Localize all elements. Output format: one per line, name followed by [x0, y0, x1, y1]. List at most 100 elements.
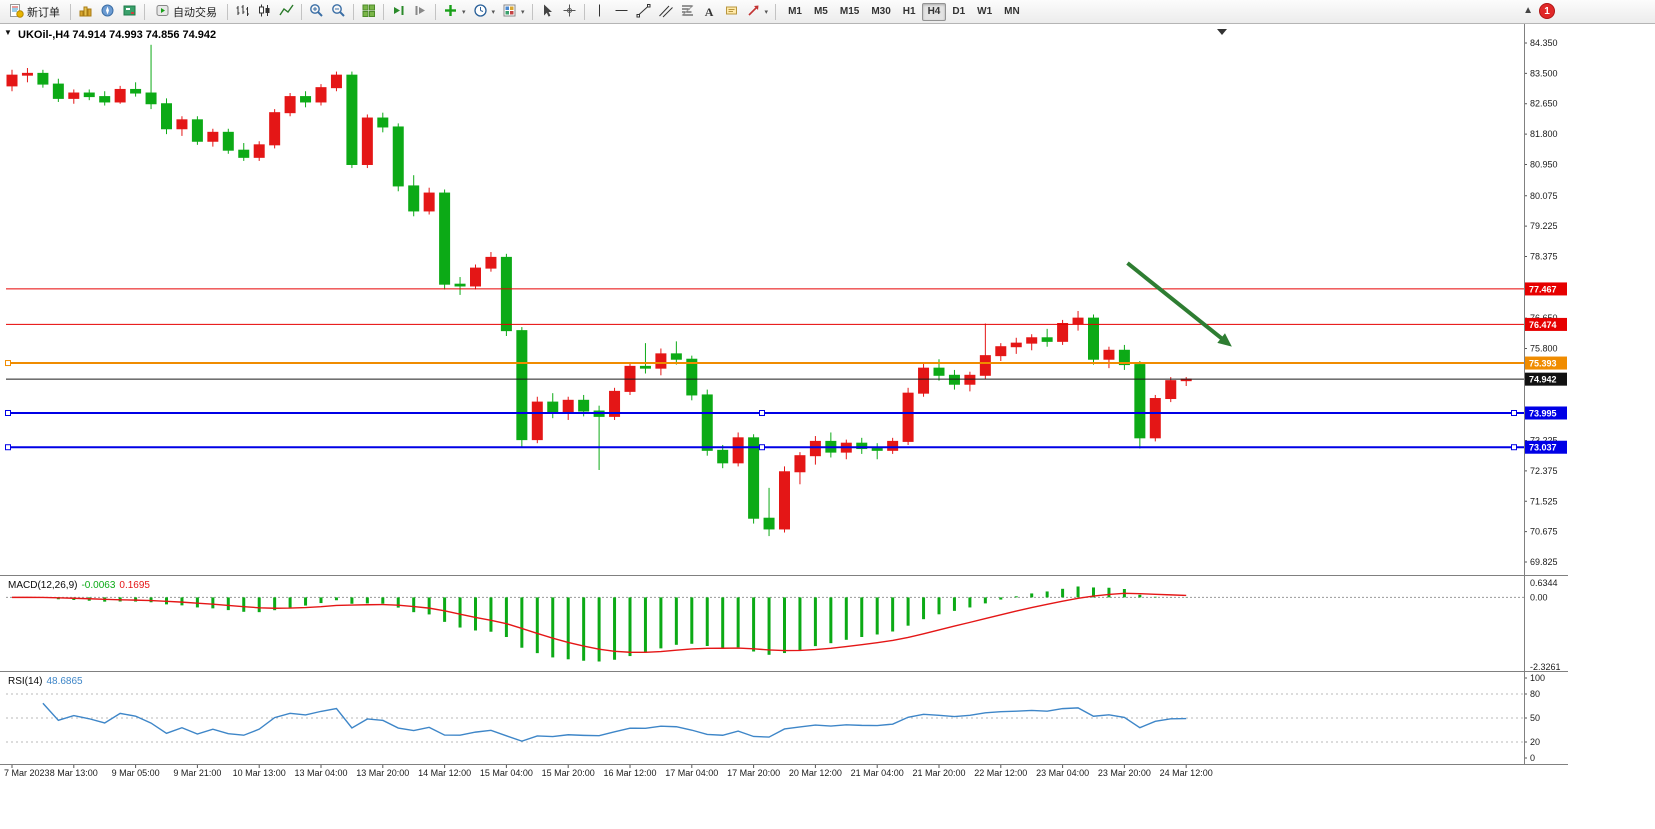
svg-text:82.650: 82.650: [1530, 99, 1558, 109]
horizontal-line-button[interactable]: [611, 2, 632, 22]
chart-shift-marker[interactable]: [1217, 29, 1227, 35]
navigator-icon: [100, 3, 115, 21]
line-chart-button[interactable]: [276, 2, 297, 22]
channel-button[interactable]: [655, 2, 676, 22]
navigator-button[interactable]: [97, 2, 118, 22]
arrows-button[interactable]: ▾: [743, 2, 772, 22]
svg-text:15 Mar 04:00: 15 Mar 04:00: [480, 768, 533, 778]
indicators-button[interactable]: ▾: [440, 2, 469, 22]
toolbar-separator: [227, 3, 228, 20]
rsi-layer: 100 80 50 20 0: [6, 673, 1545, 763]
price-badges: 77.467 76.474 75.393 74.942 73.995 73.037: [1525, 282, 1567, 454]
tile-windows-button[interactable]: [358, 2, 379, 22]
svg-text:21 Mar 20:00: 21 Mar 20:00: [912, 768, 965, 778]
horizontal-line-icon: [614, 3, 629, 21]
fibonacci-button[interactable]: [677, 2, 698, 22]
timeframe-button-mn[interactable]: MN: [998, 3, 1026, 21]
candles-layer: [6, 44, 1192, 537]
text-button[interactable]: A: [699, 2, 720, 22]
svg-text:8 Mar 13:00: 8 Mar 13:00: [50, 768, 98, 778]
new-order-label: 新订单: [27, 6, 60, 19]
svg-text:69.825: 69.825: [1530, 557, 1558, 567]
svg-text:23 Mar 04:00: 23 Mar 04:00: [1036, 768, 1089, 778]
panel-separators[interactable]: [0, 24, 1568, 765]
time-axis: 7 Mar 2023 8 Mar 13:00 9 Mar 05:00 9 Mar 21…: [4, 765, 1213, 778]
toolbar-separator: [353, 3, 354, 20]
terminal-button[interactable]: [119, 2, 140, 22]
timeframe-button-m5[interactable]: M5: [808, 3, 834, 21]
timeframe-button-h4[interactable]: H4: [921, 2, 947, 21]
svg-text:0.6344: 0.6344: [1530, 578, 1558, 588]
svg-text:79.225: 79.225: [1530, 221, 1558, 231]
market-watch-button[interactable]: [75, 2, 96, 22]
svg-text:9 Mar 05:00: 9 Mar 05:00: [112, 768, 160, 778]
auto-trading-icon: [155, 3, 170, 21]
toolbar-separator: [775, 3, 777, 20]
vertical-line-icon: [592, 3, 607, 21]
chart-plot[interactable]: 84.350 83.500 82.650 81.800 80.950 80.075 79.2…: [0, 24, 1568, 781]
timeframe-button-m30[interactable]: M30: [865, 3, 896, 21]
svg-text:13 Mar 04:00: 13 Mar 04:00: [294, 768, 347, 778]
svg-text:77.467: 77.467: [1529, 284, 1557, 294]
alerts-icon[interactable]: ▲: [1523, 5, 1533, 16]
chart-window: 84.350 83.500 82.650 81.800 80.950 80.075 79.2…: [0, 24, 1568, 781]
vertical-line-button[interactable]: [589, 2, 610, 22]
crosshair-button[interactable]: [559, 2, 580, 22]
timeframe-button-h1[interactable]: H1: [897, 3, 922, 21]
auto-trading-label: 自动交易: [173, 6, 217, 19]
hlines-layer[interactable]: [5, 288, 1525, 451]
terminal-icon: [122, 3, 137, 21]
svg-text:73.037: 73.037: [1529, 443, 1557, 453]
timeframe-button-d1[interactable]: D1: [946, 3, 971, 21]
svg-text:71.525: 71.525: [1530, 496, 1558, 506]
svg-text:0: 0: [1530, 753, 1535, 763]
trendline-button[interactable]: [633, 2, 654, 22]
text-label-button[interactable]: [721, 2, 742, 22]
toolbar: 新订单 自动交易 ▾ ▾ ▾ A ▾ M1 M5 M15 M30 H1 H4 D1 W1 MN …: [0, 0, 1655, 24]
zoom-out-button[interactable]: [328, 2, 349, 22]
chevron-down-icon: ▾: [764, 8, 769, 16]
timeframe-button-m1[interactable]: M1: [782, 3, 808, 21]
svg-text:78.375: 78.375: [1530, 251, 1558, 261]
chart-shift-button[interactable]: [410, 2, 431, 22]
svg-text:23 Mar 20:00: 23 Mar 20:00: [1098, 768, 1151, 778]
trend-arrow[interactable]: [1126, 261, 1232, 347]
svg-text:21 Mar 04:00: 21 Mar 04:00: [851, 768, 904, 778]
svg-text:9 Mar 21:00: 9 Mar 21:00: [173, 768, 221, 778]
cursor-icon: [540, 3, 555, 21]
candlestick-chart-button[interactable]: [254, 2, 275, 22]
text-label-icon: [724, 3, 739, 21]
svg-text:17 Mar 20:00: 17 Mar 20:00: [727, 768, 780, 778]
svg-text:76.474: 76.474: [1529, 320, 1557, 330]
toolbar-separator: [531, 3, 533, 20]
cursor-button[interactable]: [537, 2, 558, 22]
svg-text:-2.3261: -2.3261: [1530, 662, 1561, 672]
bar-chart-button[interactable]: [232, 2, 253, 22]
toolbar-separator: [383, 3, 384, 20]
periods-button[interactable]: ▾: [470, 2, 499, 22]
templates-button[interactable]: ▾: [499, 2, 528, 22]
svg-text:20 Mar 12:00: 20 Mar 12:00: [789, 768, 842, 778]
timeframe-group: M1 M5 M15 M30 H1 H4 D1 W1 MN: [782, 2, 1026, 21]
one-click-trading-toggle[interactable]: ▼: [4, 28, 12, 37]
timeframe-button-w1[interactable]: W1: [971, 3, 998, 21]
market-watch-icon: [78, 3, 93, 21]
svg-text:20: 20: [1530, 737, 1540, 747]
svg-text:70.675: 70.675: [1530, 527, 1558, 537]
zoom-in-icon: [309, 3, 324, 21]
notification-badge[interactable]: 1: [1539, 3, 1555, 19]
zoom-in-button[interactable]: [306, 2, 327, 22]
arrow-tool-icon: [746, 3, 761, 21]
svg-text:100: 100: [1530, 673, 1545, 683]
toolbar-separator: [70, 3, 71, 20]
bar-chart-icon: [235, 3, 250, 21]
timeframe-button-m15[interactable]: M15: [834, 3, 865, 21]
auto-trading-button[interactable]: 自动交易: [149, 2, 223, 22]
price-axis: 84.350 83.500 82.650 81.800 80.950 80.075 79.2…: [1524, 38, 1558, 567]
indicators-icon: [443, 3, 458, 21]
chevron-down-icon: ▾: [521, 8, 525, 16]
auto-scroll-button[interactable]: [388, 2, 409, 22]
line-chart-icon: [279, 3, 294, 21]
new-order-button[interactable]: 新订单: [3, 2, 66, 22]
svg-text:15 Mar 20:00: 15 Mar 20:00: [542, 768, 595, 778]
